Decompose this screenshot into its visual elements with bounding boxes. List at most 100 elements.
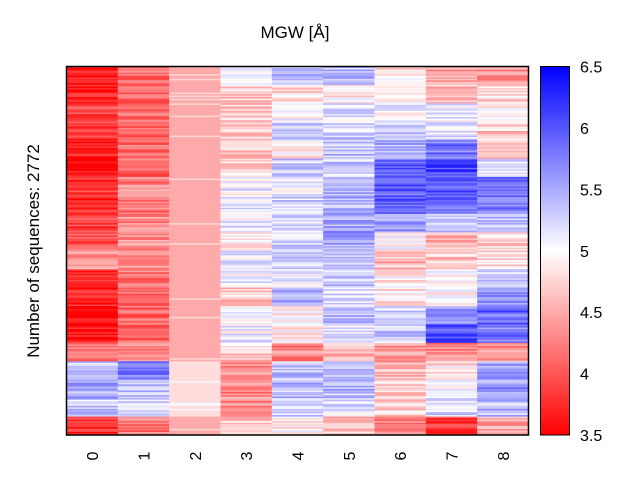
heatmap-cell	[425, 235, 478, 238]
heatmap-cell	[374, 282, 427, 285]
heatmap-cell	[271, 282, 324, 285]
heatmap-cell	[117, 336, 170, 339]
heatmap-cell	[117, 411, 170, 414]
heatmap-cell	[169, 418, 221, 421]
heatmap-cell	[220, 332, 273, 335]
heatmap-cell	[477, 184, 529, 187]
heatmap-cell	[117, 86, 170, 89]
heatmap-cell	[425, 81, 478, 84]
heatmap-cell	[271, 359, 324, 362]
heatmap-cell	[374, 387, 427, 390]
heatmap-cell	[477, 361, 529, 364]
heatmap-cell	[374, 180, 427, 183]
heatmap-cell	[477, 117, 529, 120]
heatmap-cell	[66, 418, 119, 421]
heatmap-cell	[477, 421, 529, 424]
heatmap-cell	[169, 344, 221, 347]
heatmap-cell	[117, 170, 170, 173]
heatmap-cell	[220, 207, 273, 210]
heatmap-cell	[477, 74, 529, 77]
heatmap-cell	[66, 396, 119, 399]
heatmap-cell	[271, 387, 324, 390]
heatmap-cell	[425, 173, 478, 176]
heatmap-cell	[374, 172, 427, 175]
heatmap-cell	[271, 321, 324, 324]
heatmap-cell	[220, 289, 273, 292]
heatmap-cell	[66, 250, 119, 253]
heatmap-cell	[374, 83, 427, 86]
heatmap-cell	[271, 154, 324, 156]
heatmap-cell	[374, 390, 427, 393]
heatmap-cell	[66, 195, 119, 198]
heatmap-cell	[323, 396, 375, 399]
heatmap-cell	[374, 263, 427, 265]
heatmap-cell	[374, 278, 427, 281]
heatmap-cell	[323, 155, 375, 158]
heatmap-cell	[425, 158, 478, 161]
heatmap-cell	[477, 210, 529, 213]
heatmap-cell	[220, 410, 273, 413]
heatmap-cell	[323, 192, 375, 195]
heatmap-cell	[374, 149, 427, 152]
heatmap-cell	[271, 132, 324, 135]
heatmap-cell	[169, 138, 221, 141]
heatmap-cell	[220, 415, 273, 417]
heatmap-cell	[169, 421, 221, 424]
heatmap-cell	[323, 141, 375, 144]
heatmap-cell	[374, 74, 427, 77]
heatmap-cell	[66, 304, 119, 307]
heatmap-cell	[425, 279, 478, 282]
heatmap-cell	[66, 175, 119, 178]
heatmap-cell	[477, 319, 529, 322]
heatmap-cell	[220, 163, 273, 166]
heatmap-cell	[323, 299, 375, 302]
heatmap-cell	[117, 352, 170, 355]
heatmap-cell	[425, 204, 478, 207]
heatmap-cell	[66, 118, 119, 121]
heatmap-cell	[169, 66, 221, 69]
heatmap-cell	[220, 169, 273, 172]
heatmap-cell	[323, 410, 375, 413]
heatmap-cell	[323, 345, 375, 348]
heatmap-cell	[271, 144, 324, 147]
heatmap-cell	[477, 270, 529, 273]
heatmap-cell	[323, 130, 375, 133]
heatmap-cell	[477, 378, 529, 381]
heatmap-cell	[425, 364, 478, 367]
heatmap-cell	[323, 78, 375, 81]
heatmap-cell	[323, 84, 375, 87]
heatmap-cell	[220, 345, 273, 348]
heatmap-cell	[425, 401, 478, 404]
heatmap-cell	[117, 358, 170, 361]
heatmap-cell	[66, 356, 119, 359]
heatmap-cell	[374, 253, 427, 256]
heatmap-cell	[271, 355, 324, 358]
heatmap-cell	[117, 180, 170, 183]
heatmap-cell	[425, 104, 478, 107]
heatmap-cell	[169, 132, 221, 135]
heatmap-cell	[117, 141, 170, 144]
heatmap-cell	[477, 404, 529, 407]
heatmap-cell	[425, 236, 478, 239]
heatmap-cell	[66, 132, 119, 135]
heatmap-cell	[271, 315, 324, 318]
heatmap-cell	[477, 312, 529, 315]
heatmap-cell	[271, 170, 324, 173]
heatmap-cell	[66, 293, 119, 296]
heatmap-cell	[425, 430, 478, 433]
heatmap-cell	[323, 204, 375, 207]
heatmap-cell	[425, 127, 478, 130]
heatmap-cell	[374, 286, 427, 288]
heatmap-cell	[271, 152, 324, 155]
heatmap-cell	[477, 390, 529, 393]
heatmap-cell	[66, 129, 119, 132]
heatmap-cell	[477, 216, 529, 219]
heatmap-cell	[169, 292, 221, 295]
heatmap-cell	[425, 261, 478, 264]
heatmap-cell	[425, 355, 478, 358]
heatmap-cell	[271, 81, 324, 84]
heatmap-cell	[323, 137, 375, 140]
heatmap-cell	[271, 160, 324, 163]
heatmap-cell	[220, 152, 273, 155]
heatmap-cell	[220, 267, 273, 270]
